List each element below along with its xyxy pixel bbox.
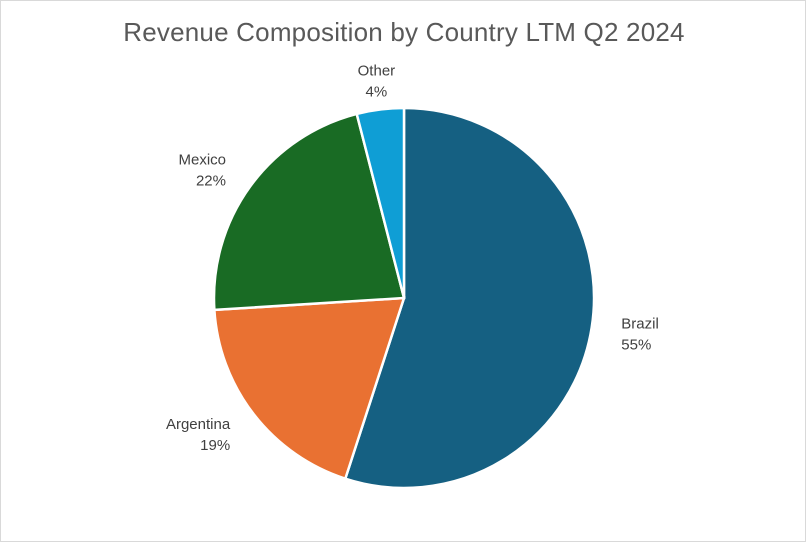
data-label-percent: 19% [200,437,230,454]
chart-title: Revenue Composition by Country LTM Q2 20… [123,17,685,47]
pie-slice-argentina [213,296,406,481]
data-label-brazil: Brazil 55% [621,315,659,353]
data-label-category: Mexico [178,152,226,169]
data-label-category: Argentina [166,416,231,433]
data-label-category: Other [358,63,396,80]
pie-labels: Brazil 55% Argentina 19% Mexico 22% Other 4% [166,63,659,454]
data-label-mexico: Mexico 22% [178,152,226,190]
data-label-category: Brazil [621,315,659,332]
pie-slice-brazil [343,106,596,490]
pie-slices [212,106,596,490]
data-label-percent: 22% [196,173,226,190]
pie-slice-other [355,106,406,299]
data-label-other: Other 4% [358,63,396,101]
data-label-percent: 4% [366,84,388,101]
data-label-percent: 55% [621,336,651,353]
data-label-argentina: Argentina 19% [166,416,231,454]
pie-slice-mexico [212,112,406,312]
